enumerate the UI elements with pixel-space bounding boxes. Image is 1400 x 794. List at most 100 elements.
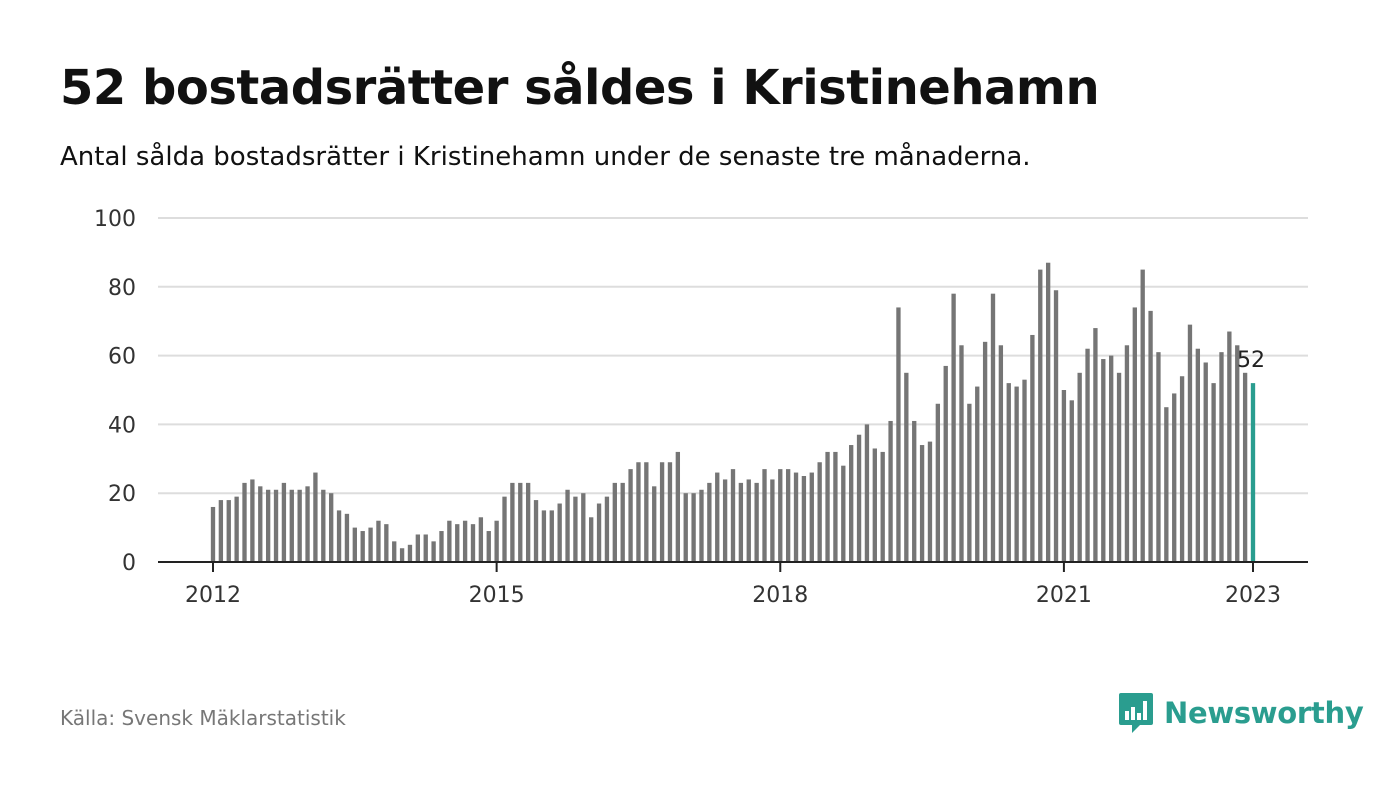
bar (494, 520, 499, 562)
bar (951, 293, 956, 562)
bar (612, 482, 617, 562)
bar (707, 482, 712, 562)
bar (667, 462, 673, 562)
bar (604, 496, 610, 562)
bar (439, 531, 444, 562)
bar (754, 482, 759, 562)
bar (652, 486, 657, 562)
bar (1187, 324, 1193, 562)
bar (927, 441, 933, 562)
bar (1195, 348, 1201, 562)
x-tick-label: 2023 (1225, 583, 1281, 608)
bar (565, 489, 570, 562)
bar (982, 341, 988, 562)
bar-chart: 0 20 40 60 80 100 2012 2015 2018 2021 2023 52 (94, 207, 1308, 608)
bar (659, 462, 665, 562)
y-tick-label: 40 (108, 413, 136, 438)
bar (620, 482, 625, 562)
bar (636, 462, 641, 562)
bar (1077, 372, 1082, 562)
newsworthy-logo: Newsworthy (1118, 690, 1364, 736)
bar (864, 424, 870, 562)
bar (518, 482, 523, 562)
bar (321, 489, 326, 562)
bar (510, 482, 515, 562)
bar-series (210, 262, 1256, 562)
bar (896, 307, 901, 562)
bar (210, 506, 216, 562)
bar (305, 486, 310, 562)
bar (455, 524, 460, 562)
bar (234, 496, 239, 562)
bar (218, 500, 224, 562)
x-tick-label: 2015 (469, 583, 525, 608)
bar (975, 386, 980, 562)
bar (1132, 307, 1137, 562)
bar (762, 469, 767, 562)
bar (825, 451, 830, 562)
bar (722, 479, 728, 562)
bar (770, 479, 775, 562)
bar (817, 462, 822, 562)
y-tick-label: 20 (108, 482, 136, 507)
y-tick-label: 60 (108, 345, 136, 370)
bar (1038, 269, 1043, 562)
y-tick-label: 0 (122, 551, 136, 576)
x-axis: 2012 2015 2018 2021 2023 (158, 561, 1308, 608)
bar (265, 489, 271, 562)
bar (793, 472, 799, 562)
bar (1061, 390, 1067, 562)
bar (273, 489, 279, 562)
bar (478, 517, 484, 562)
bar (683, 493, 688, 562)
bar (289, 489, 294, 562)
bar (1093, 328, 1098, 562)
bar (1053, 290, 1059, 562)
bar (258, 486, 263, 562)
chart-title: 52 bostadsrätter såldes i Kristinehamn (60, 60, 1100, 116)
bar (785, 469, 791, 562)
bar (849, 445, 854, 562)
bar (943, 365, 948, 562)
bar (715, 472, 720, 562)
bar (226, 500, 231, 562)
bar (856, 434, 862, 562)
bar (730, 469, 736, 562)
latest-value-label: 52 (1237, 348, 1265, 373)
bar (644, 462, 649, 562)
bar (801, 476, 807, 562)
chart-subtitle: Antal sålda bostadsrätter i Kristinehamn… (60, 142, 1031, 172)
bar (415, 534, 421, 562)
bar (1164, 407, 1169, 562)
bar (1030, 334, 1035, 562)
bar (699, 489, 704, 562)
bar (1211, 383, 1216, 562)
bar (336, 510, 342, 562)
bar (1172, 393, 1177, 562)
bar (1109, 355, 1114, 562)
bar (376, 520, 381, 562)
bar-latest (1250, 383, 1256, 562)
bar (880, 451, 885, 562)
bar (1219, 352, 1224, 562)
bar (1006, 383, 1011, 562)
bar (533, 500, 539, 562)
bar (628, 469, 633, 562)
bar (959, 345, 964, 562)
bar (502, 496, 507, 562)
bar (596, 503, 602, 562)
bar (833, 451, 838, 562)
bar (281, 482, 287, 562)
bar (447, 520, 452, 562)
y-axis: 0 20 40 60 80 100 (94, 207, 136, 576)
bar (746, 479, 751, 562)
bar (1124, 345, 1130, 562)
bar (691, 493, 696, 562)
bar (431, 541, 436, 562)
value-labels: 52 (1237, 348, 1265, 373)
bar (392, 541, 397, 562)
bar (919, 445, 925, 562)
bar (778, 469, 783, 562)
bar (1045, 262, 1051, 562)
bar (423, 534, 428, 562)
